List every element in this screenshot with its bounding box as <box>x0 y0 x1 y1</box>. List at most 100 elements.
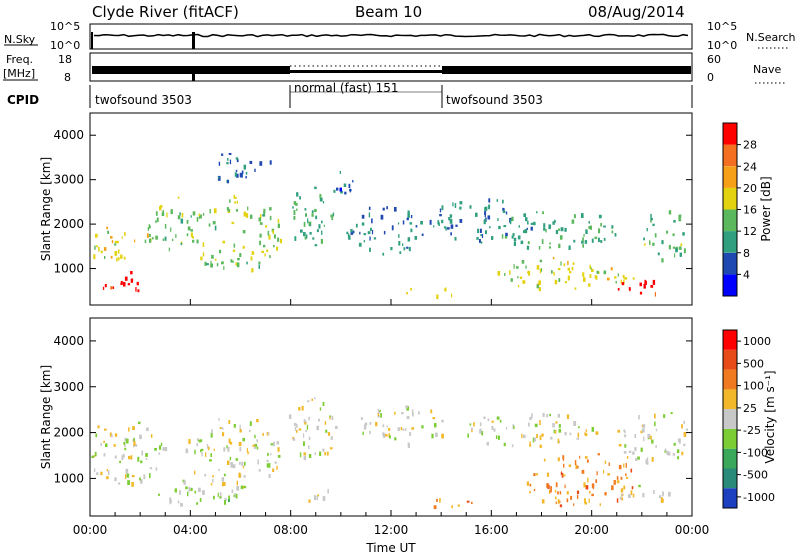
heatmap-cell <box>558 428 562 433</box>
heatmap-cell <box>502 207 505 212</box>
heatmap-cell <box>125 468 129 474</box>
heatmap-cell <box>259 222 263 225</box>
heatmap-cell <box>232 260 234 263</box>
heatmap-cell <box>624 434 627 438</box>
x-tick-label: 08:00 <box>273 523 308 537</box>
heatmap-cell <box>521 260 525 264</box>
heatmap-cell <box>585 433 588 437</box>
heatmap-cell <box>304 208 307 211</box>
heatmap-cell <box>513 264 515 269</box>
heatmap-cell <box>346 231 349 235</box>
heatmap-cell <box>681 451 684 456</box>
heatmap-cell <box>344 191 347 195</box>
heatmap-cell <box>567 260 569 266</box>
heatmap-cell <box>431 433 434 439</box>
heatmap-cell <box>319 407 322 411</box>
heatmap-cell <box>314 208 317 213</box>
heatmap-cell <box>269 255 271 259</box>
heatmap-cell <box>146 427 149 432</box>
heatmap-cell <box>414 236 418 240</box>
heatmap-cell <box>296 208 298 211</box>
heatmap-cell <box>439 498 441 503</box>
x-tick-label: 20:00 <box>574 523 609 537</box>
heatmap-cell <box>654 421 656 427</box>
heatmap-cell <box>526 227 528 230</box>
heatmap-cell <box>308 416 310 421</box>
velocity-colorbar-swatch <box>723 448 737 469</box>
heatmap-cell <box>91 455 94 459</box>
heatmap-cell <box>318 418 320 422</box>
heatmap-cell <box>664 450 667 453</box>
heatmap-cell <box>230 462 233 465</box>
heatmap-cell <box>308 454 312 458</box>
heatmap-cell <box>223 447 226 452</box>
heatmap-cell <box>585 229 588 234</box>
heatmap-cell <box>146 233 149 238</box>
heatmap-cell <box>239 429 242 433</box>
heatmap-cell <box>390 247 393 251</box>
heatmap-cell <box>638 484 641 488</box>
heatmap-cell <box>582 244 584 248</box>
heatmap-cell <box>632 493 635 498</box>
heatmap-cell <box>621 497 624 501</box>
heatmap-cell <box>430 409 433 414</box>
heatmap-cell <box>242 437 245 442</box>
heatmap-cell <box>680 243 683 246</box>
heatmap-cell <box>168 247 170 252</box>
heatmap-cell <box>227 179 229 184</box>
heatmap-cell <box>104 284 107 288</box>
heatmap-cell <box>231 221 235 225</box>
heatmap-cell <box>562 455 565 459</box>
heatmap-cell <box>493 428 496 432</box>
heatmap-cell <box>303 455 307 461</box>
nsky-tick-bottom: 10^0 <box>50 39 80 52</box>
heatmap-cell <box>483 416 486 419</box>
heatmap-cell <box>611 230 614 234</box>
heatmap-cell <box>103 453 106 457</box>
heatmap-cell <box>571 219 575 224</box>
heatmap-cell <box>311 398 313 401</box>
heatmap-cell <box>623 429 625 432</box>
heatmap-cell <box>499 419 502 423</box>
velocity-colorbar-tick: 500 <box>743 357 764 370</box>
heatmap-cell <box>95 233 98 238</box>
heatmap-cell <box>269 215 272 221</box>
heatmap-cell <box>216 263 219 267</box>
heatmap-cell <box>654 413 656 419</box>
heatmap-cell <box>311 210 314 213</box>
heatmap-cell <box>459 201 463 205</box>
heatmap-cell <box>617 429 620 433</box>
heatmap-cell <box>581 240 584 244</box>
heatmap-cell <box>573 239 576 243</box>
heatmap-cell <box>683 432 687 437</box>
heatmap-cell <box>670 412 673 415</box>
heatmap-cell <box>208 223 211 227</box>
heatmap-cell <box>646 457 649 462</box>
heatmap-cell <box>402 428 405 431</box>
heatmap-cell <box>119 460 121 464</box>
heatmap-cell <box>572 262 575 265</box>
heatmap-cell <box>429 219 432 225</box>
heatmap-cell <box>408 246 411 252</box>
heatmap-cell <box>441 205 444 211</box>
heatmap-cell <box>370 227 372 231</box>
heatmap-cell <box>523 280 526 284</box>
velocity-colorbar-swatch <box>723 488 737 508</box>
freq-unit-label: [MHz] <box>3 67 35 80</box>
heatmap-cell <box>331 415 334 420</box>
heatmap-cell <box>309 232 312 235</box>
heatmap-cell <box>303 232 306 237</box>
heatmap-cell <box>672 246 675 249</box>
heatmap-cell <box>678 214 682 219</box>
heatmap-cell <box>548 246 551 249</box>
heatmap-cell <box>149 473 151 479</box>
heatmap-cell <box>114 477 117 482</box>
heatmap-cell <box>94 468 96 473</box>
heatmap-cell <box>197 488 200 492</box>
velocity-heatmap-cells <box>91 397 689 510</box>
heatmap-cell <box>186 219 189 224</box>
heatmap-cell <box>441 419 444 423</box>
heatmap-cell <box>624 277 628 280</box>
heatmap-cell <box>363 424 367 430</box>
heatmap-cell <box>625 463 627 468</box>
